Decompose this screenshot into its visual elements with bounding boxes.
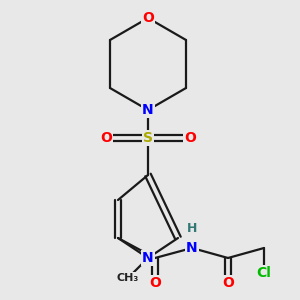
Text: O: O [222, 276, 234, 290]
Text: O: O [100, 131, 112, 145]
Text: O: O [142, 11, 154, 25]
Text: N: N [142, 251, 154, 265]
Text: CH₃: CH₃ [117, 273, 139, 283]
Text: H: H [187, 221, 197, 235]
Text: S: S [143, 131, 153, 145]
Text: O: O [184, 131, 196, 145]
Text: N: N [186, 241, 198, 255]
Text: N: N [142, 103, 154, 117]
Text: O: O [149, 276, 161, 290]
Text: Cl: Cl [256, 266, 272, 280]
